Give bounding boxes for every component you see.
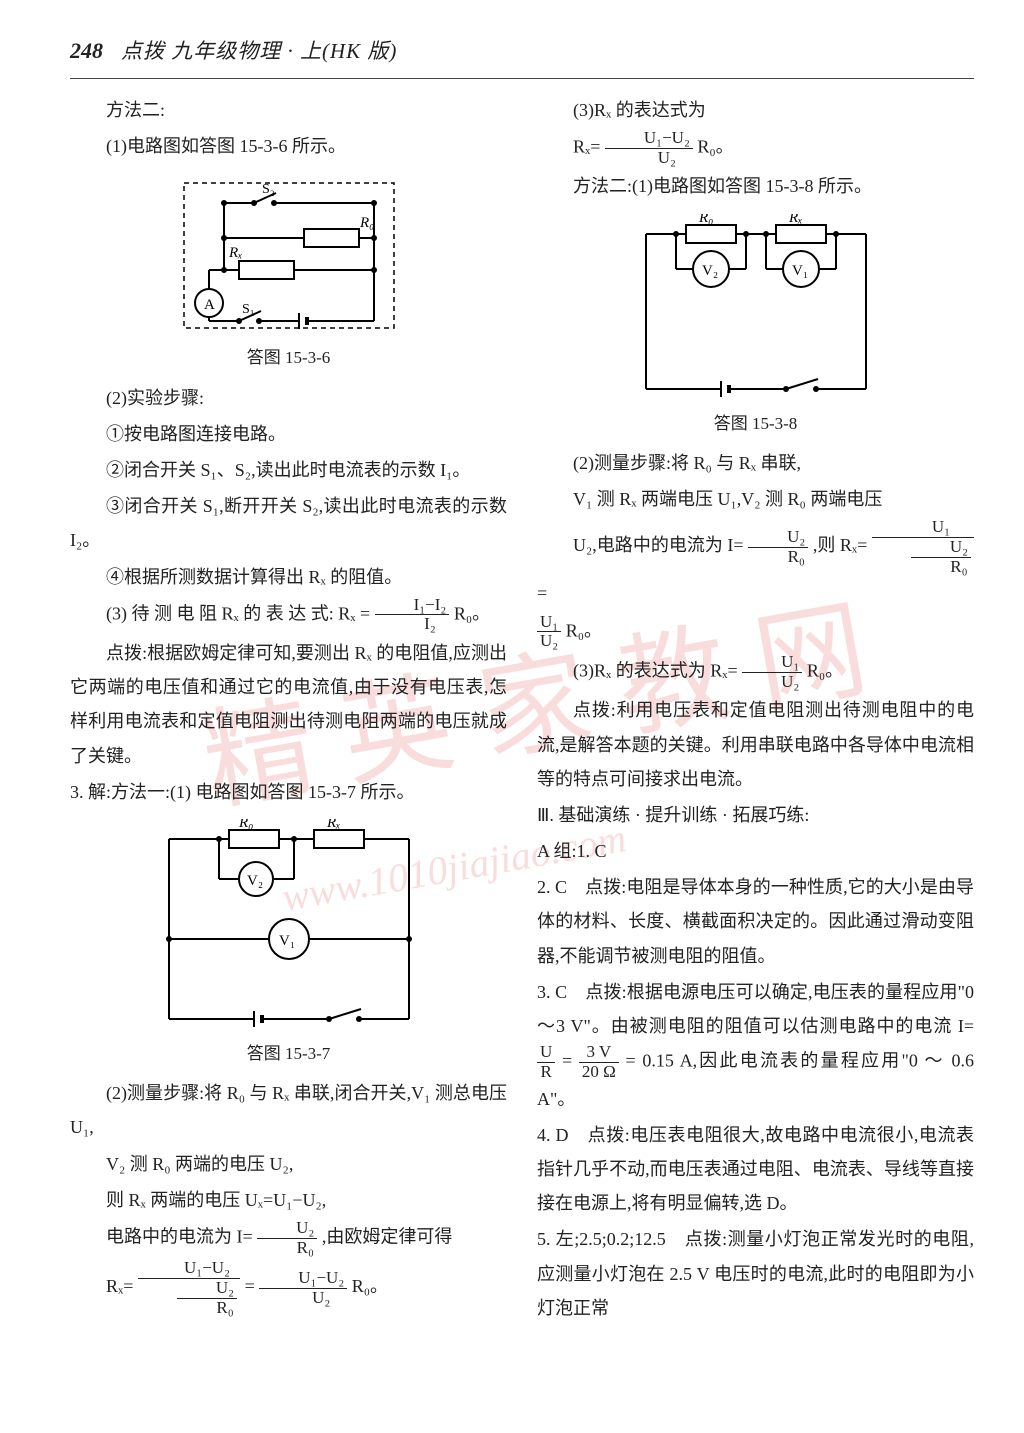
label-v1: V₁ <box>279 933 295 949</box>
text: 2. C 点拨:电阻是导体本身的一种性质,它的大小是由导体的材料、长度、横截面积… <box>537 870 974 973</box>
frac-den: R <box>537 1063 555 1082</box>
frac-den: U₂ <box>537 632 561 651</box>
label-r0: R₀ <box>698 214 713 226</box>
page-number: 248 <box>70 30 103 72</box>
frac-den: U₂ <box>605 149 693 168</box>
frac-den: 20 Ω <box>579 1063 619 1082</box>
text: (1)电路图如答图 15-3-6 所示。 <box>70 129 507 163</box>
figure-15-3-6: S₂ R₀ Rₓ <box>70 173 507 338</box>
label-v1: V₁ <box>792 263 808 279</box>
frac-den: R₀ <box>257 1239 317 1258</box>
text: ,则 Rₓ= <box>813 535 867 555</box>
frac-num: U₁ <box>872 518 974 538</box>
right-column: (3)Rₓ 的表达式为 Rₓ= U₁−U₂U₂ R₀。 方法二:(1)电路图如答… <box>537 93 974 1327</box>
frac-den: U₂ <box>259 1289 347 1308</box>
text: R₀。 <box>566 620 602 640</box>
frac-den: R₀ <box>748 548 808 567</box>
text: 方法二: <box>70 93 507 127</box>
text: U₂,电路中的电流为 I= <box>573 535 744 555</box>
figure-15-3-8: R₀ Rₓ V₂ <box>537 214 974 404</box>
label-a: A <box>204 297 215 313</box>
label-rx: Rₓ <box>228 245 242 261</box>
text: 点拨:利用电压表和定值电阻测出待测电阻中的电流,是解答本题的关键。利用串联电路中… <box>537 693 974 796</box>
frac-num: U₁ <box>537 613 561 633</box>
frac-den: U₂R₀ <box>872 538 974 576</box>
frac-num: U₁ <box>742 653 802 673</box>
label-r0: R₀ <box>359 215 374 231</box>
label-s2: S₂ <box>262 182 275 197</box>
fig-caption: 答图 15-3-7 <box>70 1038 507 1070</box>
text: 方法二:(1)电路图如答图 15-3-8 所示。 <box>537 169 974 203</box>
text: Rₓ= U₁−U₂U₂ R₀。 <box>537 129 974 167</box>
text: Rₓ= <box>573 136 600 156</box>
frac-num: U <box>537 1043 555 1063</box>
text: ④根据所测数据计算得出 Rₓ 的阻值。 <box>70 560 507 594</box>
text: U₁U₂ R₀。 <box>537 613 974 651</box>
text: (2)测量步骤:将 R₀ 与 Rₓ 串联, <box>537 446 974 480</box>
text: = <box>562 1051 572 1071</box>
frac-num: I₁−I₂ <box>375 596 450 616</box>
frac-den: R₀ <box>177 1299 237 1318</box>
frac-num: 3 V <box>579 1043 619 1063</box>
text: (3) 待 测 电 阻 Rₓ 的 表 达 式: Rₓ = <box>106 603 375 623</box>
text: U₂,电路中的电流为 I= U₂R₀ ,则 Rₓ= U₁ U₂R₀ = <box>537 518 974 610</box>
frac-num: U₂ <box>257 1219 317 1239</box>
text: 5. 左;2.5;0.2;12.5 点拨:测量小灯泡正常发光时的电阻,应测量小灯… <box>537 1222 974 1325</box>
frac-num: U₂ <box>177 1279 237 1299</box>
text: 3. 解:方法一:(1) 电路图如答图 15-3-7 所示。 <box>70 775 507 809</box>
text: 点拨:根据欧姆定律可知,要测出 Rₓ 的电阻值,应测出它两端的电压值和通过它的电… <box>70 636 507 773</box>
text: Ⅲ. 基础演练 · 提升训练 · 拓展巧练: <box>537 798 974 832</box>
text: (3)Rₓ 的表达式为 <box>537 93 974 127</box>
text: (3) 待 测 电 阻 Rₓ 的 表 达 式: Rₓ = I₁−I₂I₂ R₀。 <box>70 596 507 634</box>
text: = <box>537 583 547 603</box>
frac-den: I₂ <box>375 615 450 634</box>
text: 电路中的电流为 I= <box>106 1226 253 1246</box>
frac-den: R₀ <box>911 558 971 577</box>
text: = <box>245 1277 255 1297</box>
frac-num: U₁−U₂ <box>605 129 693 149</box>
text: V₂ 测 R₀ 两端的电压 U₂, <box>70 1147 507 1181</box>
text: (2)测量步骤:将 R₀ 与 Rₓ 串联,闭合开关,V₁ 测总电压 U₁, <box>70 1076 507 1144</box>
label-r0: R₀ <box>238 819 253 831</box>
text: R₀。 <box>697 136 733 156</box>
text: 3. C 点拨:根据电源电压可以确定,电压表的量程应用"0～3 V"。由被测电阻… <box>537 982 974 1036</box>
text: ①按电路图连接电路。 <box>70 417 507 451</box>
text: 电路中的电流为 I= U₂R₀ ,由欧姆定律可得 <box>70 1219 507 1257</box>
text: 3. C 点拨:根据电源电压可以确定,电压表的量程应用"0～3 V"。由被测电阻… <box>537 975 974 1116</box>
text: ,由欧姆定律可得 <box>322 1226 453 1246</box>
text: R₀。 <box>352 1277 388 1297</box>
frac-den: U₂ <box>742 673 802 692</box>
fig-caption: 答图 15-3-6 <box>70 342 507 374</box>
text: R₀。 <box>807 660 843 680</box>
text: Rₓ= U₁−U₂ U₂R₀ = U₁−U₂U₂ R₀。 <box>70 1259 507 1317</box>
text: ③闭合开关 S₁,断开开关 S₂,读出此时电流表的示数 I₂。 <box>70 489 507 557</box>
label-v2: V₂ <box>702 263 718 279</box>
frac-num: U₂ <box>911 538 971 558</box>
frac-num: U₂ <box>748 528 808 548</box>
text: ②闭合开关 S₁、S₂,读出此时电流表的示数 I₁。 <box>70 453 507 487</box>
label-rx: Rₓ <box>326 819 340 831</box>
text: 4. D 点拨:电压表电阻很大,故电路中电流很小,电流表指针几乎不动,而电压表通… <box>537 1118 974 1221</box>
text: (2)实验步骤: <box>70 381 507 415</box>
fig-caption: 答图 15-3-8 <box>537 408 974 440</box>
figure-15-3-7: R₀ Rₓ V₂ <box>70 819 507 1034</box>
frac-den: U₂R₀ <box>138 1279 240 1317</box>
text: A 组:1. C <box>537 834 974 868</box>
text: R₀。 <box>454 603 490 623</box>
frac-num: U₁−U₂ <box>259 1269 347 1289</box>
frac-num: U₁−U₂ <box>138 1259 240 1279</box>
text: 则 Rₓ 两端的电压 Uₓ=U₁−U₂, <box>70 1183 507 1217</box>
text: Rₓ= <box>106 1277 133 1297</box>
page-header: 248 点拨 九年级物理 · 上(HK 版) <box>70 30 974 79</box>
text: V₁ 测 Rₓ 两端电压 U₁,V₂ 测 R₀ 两端电压 <box>537 482 974 516</box>
label-v2: V₂ <box>247 873 263 889</box>
text: (3)Rₓ 的表达式为 Rₓ= <box>573 660 738 680</box>
left-column: 方法二: (1)电路图如答图 15-3-6 所示。 S₂ R₀ <box>70 93 507 1327</box>
text: (3)Rₓ 的表达式为 Rₓ= U₁U₂ R₀。 <box>537 653 974 691</box>
book-title: 点拨 九年级物理 · 上(HK 版) <box>121 32 397 72</box>
label-rx: Rₓ <box>788 214 802 226</box>
label-s1: S₁ <box>242 302 255 317</box>
